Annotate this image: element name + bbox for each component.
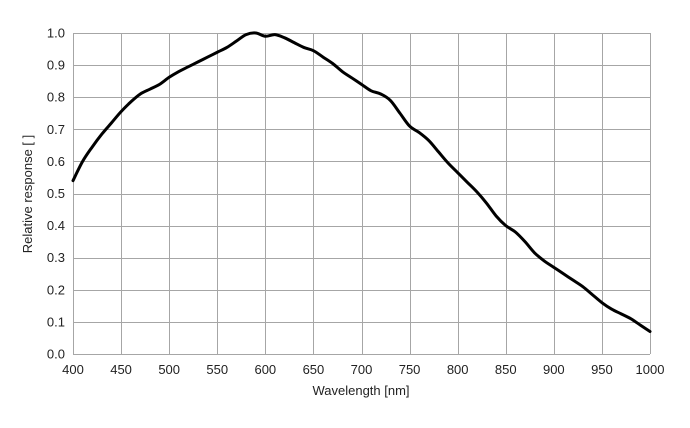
x-tick-label: 1000: [636, 362, 665, 377]
x-tick-label: 700: [351, 362, 373, 377]
y-tick-labels: 0.0 0.1 0.2 0.3 0.4 0.5 0.6 0.7 0.8 0.9 1.0: [47, 26, 65, 362]
x-tick-label: 800: [447, 362, 469, 377]
y-tick-label: 0.6: [47, 154, 65, 169]
x-tick-label: 950: [591, 362, 613, 377]
y-tick-label: 0.9: [47, 58, 65, 73]
response-curve: [71, 31, 652, 334]
y-tick-label: 0.3: [47, 250, 65, 265]
y-tick-label: 0.4: [47, 218, 65, 233]
y-tick-label: 1.0: [47, 26, 65, 41]
x-tick-label: 600: [254, 362, 276, 377]
y-tick-label: 0.0: [47, 347, 65, 362]
y-axis-label: Relative response [ ]: [20, 135, 35, 254]
x-tick-label: 550: [206, 362, 228, 377]
y-tick-label: 0.7: [47, 122, 65, 137]
x-tick-label: 400: [62, 362, 84, 377]
x-axis-label: Wavelength [nm]: [312, 383, 409, 398]
x-tick-label: 900: [543, 362, 565, 377]
y-tick-label: 0.5: [47, 186, 65, 201]
x-tick-label: 750: [399, 362, 421, 377]
y-tick-label: 0.2: [47, 282, 65, 297]
x-tick-label: 850: [495, 362, 517, 377]
x-tick-label: 450: [110, 362, 132, 377]
grid-lines: [73, 33, 651, 355]
x-tick-label: 500: [158, 362, 180, 377]
y-tick-label: 0.1: [47, 314, 65, 329]
y-tick-label: 0.8: [47, 90, 65, 105]
x-tick-labels: 400 450 500 550 600 650 700 750 800 850 900 950 1000: [62, 362, 664, 377]
x-tick-label: 650: [303, 362, 325, 377]
